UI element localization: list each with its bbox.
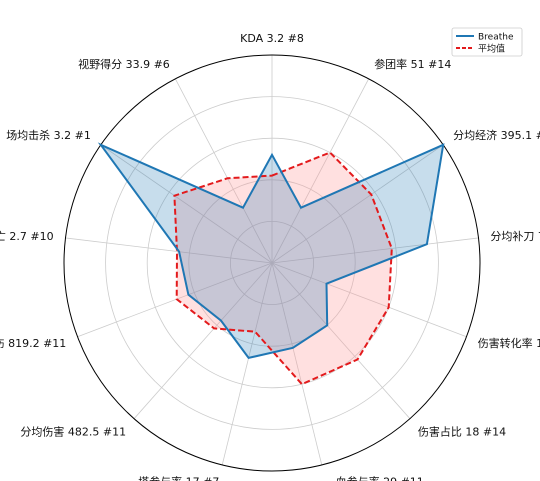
grid-spoke-12 (174, 78, 273, 264)
axis-labels: KDA 3.2 #8 参团率 51 #14 分均经济 395.1 #2 分均补刀 7.… (0, 32, 540, 481)
axis-label-10: 场均死亡 2.7 #10 (0, 229, 54, 243)
axis-label-7: 一塔参与率 17 #7 (127, 475, 219, 481)
grid-spoke-8 (133, 262, 273, 419)
grid-spoke-4 (271, 262, 467, 338)
axis-label-2: 分均经济 395.1 #2 (453, 128, 540, 142)
axis-label-4: 伤害转化率 120 #14 (478, 336, 540, 350)
series-player-area (100, 144, 444, 358)
axis-label-8: 分均伤害 482.5 #11 (20, 424, 126, 438)
grid-spoke-10 (65, 237, 273, 264)
series-player-line (97, 142, 445, 360)
grid-spoke-7 (221, 262, 273, 466)
series-average-area (174, 152, 392, 385)
legend: Breathe 平均值 (451, 27, 523, 57)
axis-label-11: 场均击杀 3.2 #1 (6, 128, 91, 142)
axis-label-1: 参团率 51 #14 (374, 57, 451, 71)
grid-spoke-1 (271, 78, 370, 264)
grid-spoke-5 (271, 262, 411, 419)
grid-spoke-11 (100, 144, 273, 264)
series-average-line (173, 151, 393, 386)
legend-label-player: Breathe (478, 33, 514, 43)
axis-label-9: 分均承伤 819.2 #11 (0, 337, 66, 350)
radar-grid (63, 54, 481, 472)
radar-series (97, 142, 445, 386)
grid-spoke-6 (271, 262, 323, 466)
axis-label-12: 视野得分 33.9 #6 (78, 57, 170, 71)
axis-label-6: 一血参与率 29 #11 (325, 475, 424, 481)
grid-spoke-2 (271, 144, 444, 264)
axis-label-5: 伤害占比 18 #14 (418, 424, 506, 438)
axis-label-0: KDA 3.2 #8 (240, 32, 304, 45)
legend-label-average: 平均值 (478, 43, 505, 55)
axis-label-3: 分均补刀 7.7 #5 (490, 230, 540, 243)
grid-spoke-3 (271, 237, 479, 264)
grid-spoke-9 (77, 262, 273, 338)
radar-outer-ring (63, 54, 481, 472)
